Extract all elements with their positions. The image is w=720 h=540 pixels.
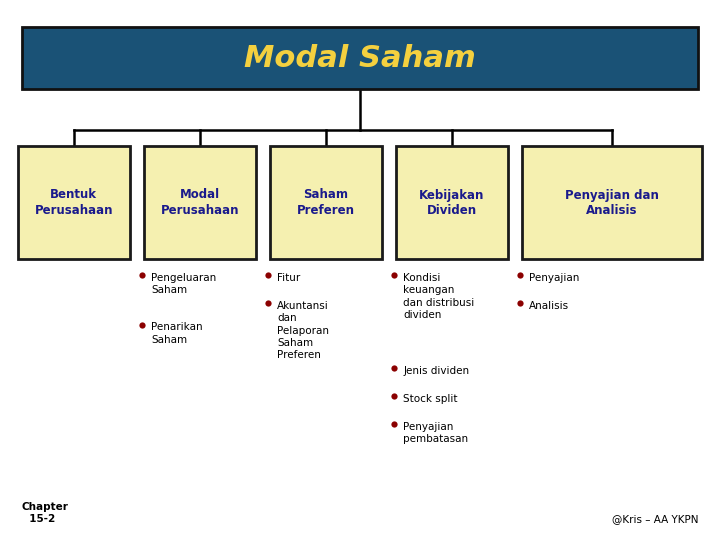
FancyBboxPatch shape xyxy=(270,146,382,259)
Text: Modal Saham: Modal Saham xyxy=(244,44,476,72)
FancyBboxPatch shape xyxy=(522,146,702,259)
FancyBboxPatch shape xyxy=(144,146,256,259)
Text: Stock split: Stock split xyxy=(403,394,458,404)
Text: Penyajian
pembatasan: Penyajian pembatasan xyxy=(403,422,468,444)
FancyBboxPatch shape xyxy=(22,27,698,89)
Text: Bentuk
Perusahaan: Bentuk Perusahaan xyxy=(35,188,113,217)
FancyBboxPatch shape xyxy=(18,146,130,259)
Text: Pengeluaran
Saham: Pengeluaran Saham xyxy=(151,273,217,295)
Text: Analisis: Analisis xyxy=(529,301,570,311)
Text: Penarikan
Saham: Penarikan Saham xyxy=(151,322,203,345)
Text: Penyajian dan
Analisis: Penyajian dan Analisis xyxy=(565,188,659,217)
FancyBboxPatch shape xyxy=(396,146,508,259)
Text: Kebijakan
Dividen: Kebijakan Dividen xyxy=(419,188,485,217)
Text: Chapter
  15-2: Chapter 15-2 xyxy=(22,502,68,524)
Text: Penyajian: Penyajian xyxy=(529,273,580,283)
Text: Kondisi
keuangan
dan distribusi
dividen: Kondisi keuangan dan distribusi dividen xyxy=(403,273,474,320)
Text: @Kris – AA YKPN: @Kris – AA YKPN xyxy=(612,514,698,524)
Text: Jenis dividen: Jenis dividen xyxy=(403,366,469,376)
Text: Akuntansi
dan
Pelaporan
Saham
Preferen: Akuntansi dan Pelaporan Saham Preferen xyxy=(277,301,329,360)
Text: Fitur: Fitur xyxy=(277,273,300,283)
Text: Saham
Preferen: Saham Preferen xyxy=(297,188,355,217)
Text: Modal
Perusahaan: Modal Perusahaan xyxy=(161,188,239,217)
